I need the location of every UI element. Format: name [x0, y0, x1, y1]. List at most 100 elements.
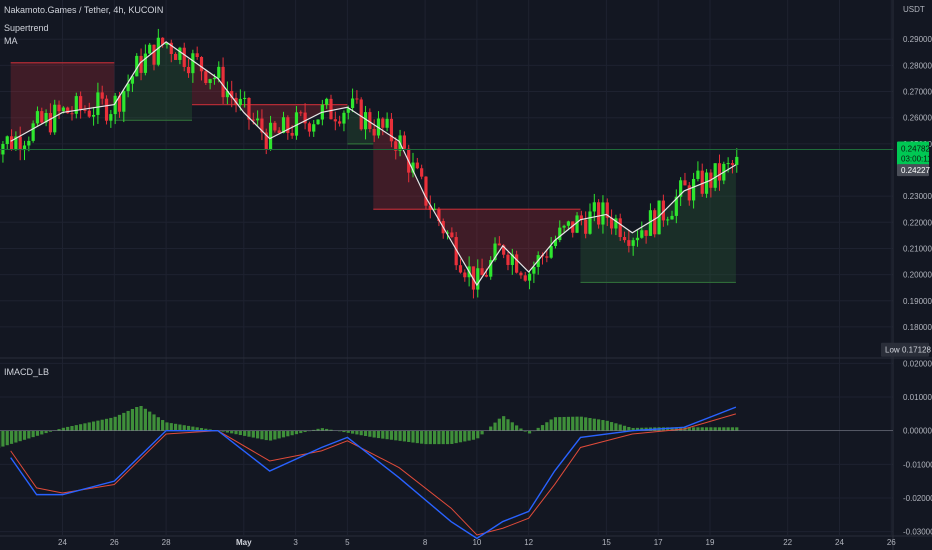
- candle-body-131: [553, 240, 558, 247]
- candle-body-121: [510, 254, 514, 265]
- macd-hist-bar-143: [605, 420, 609, 431]
- macd-hist-bar-23: [87, 422, 91, 431]
- candle-body-76: [316, 119, 320, 125]
- candle-body-146: [618, 218, 622, 238]
- candle-body-132: [558, 227, 562, 241]
- candle-body-17: [61, 107, 65, 112]
- macd-hist-bar-167: [709, 427, 713, 431]
- macd-hist-bar-47: [191, 426, 195, 431]
- candle-body-158: [670, 215, 674, 220]
- macd-hist-bar-17: [61, 427, 65, 431]
- candle-body-8: [22, 145, 27, 151]
- time-tick-label-8: 12: [524, 538, 533, 547]
- legend-ma[interactable]: MA: [4, 36, 18, 46]
- macd-hist-bar-32: [126, 410, 130, 431]
- macd-hist-bar-159: [674, 427, 678, 431]
- legend-supertrend[interactable]: Supertrend: [4, 23, 49, 33]
- macd-hist-bar-88: [368, 430, 372, 437]
- macd-hist-bar-165: [700, 427, 704, 431]
- price-tick-label-2: 0.27000: [903, 88, 932, 97]
- macd-hist-bar-66: [273, 430, 277, 440]
- price-tick-label-9: 0.19000: [903, 297, 932, 306]
- candle-body-120: [506, 254, 510, 265]
- macd-hist-bar-137: [579, 416, 583, 431]
- candle-body-10: [31, 123, 35, 141]
- price-tick-label-7: 0.21000: [903, 244, 932, 253]
- macd-hist-bar-117: [493, 422, 497, 431]
- candle-body-102: [428, 205, 432, 210]
- candle-body-86: [359, 99, 363, 130]
- candle-body-138: [584, 219, 588, 234]
- macd-hist-bar-64: [264, 430, 268, 441]
- macd-hist-bar-9: [27, 430, 31, 439]
- macd-hist-bar-85: [355, 430, 359, 435]
- macd-hist-bar-100: [420, 430, 424, 444]
- macd-hist-bar-128: [540, 425, 545, 431]
- ma-line: [10, 41, 737, 287]
- candle-body-42: [169, 42, 173, 54]
- candle-body-29: [113, 95, 117, 115]
- price-tick-label-3: 0.26000: [903, 114, 932, 123]
- macd-hist-bar-129: [545, 422, 549, 431]
- time-tick-label-6: 8: [423, 538, 428, 547]
- candle-body-12: [40, 111, 44, 123]
- candle-body-149: [631, 240, 635, 246]
- macd-hist-bar-87: [363, 430, 368, 436]
- macd-hist-bar-72: [299, 430, 303, 434]
- candle-body-83: [346, 108, 350, 113]
- macd-hist-bar-99: [415, 430, 419, 444]
- candle-body-162: [687, 185, 691, 201]
- candle-body-136: [575, 215, 579, 233]
- macd-hist-bar-81: [338, 430, 342, 432]
- candle-body-33: [130, 76, 135, 84]
- candle-body-46: [186, 66, 191, 74]
- candle-body-143: [605, 202, 609, 218]
- price-tick-label-10: 0.18000: [903, 323, 932, 332]
- macd-hist-bar-56: [230, 430, 234, 434]
- macd-hist-bar-131: [553, 417, 558, 431]
- candle-body-7: [18, 136, 22, 151]
- candle-body-43: [173, 53, 178, 60]
- macd-hist-bar-114: [480, 430, 484, 435]
- candle-body-145: [614, 218, 618, 229]
- time-tick-label-1: 26: [110, 538, 119, 547]
- candle-body-117: [493, 243, 497, 261]
- candle-body-140: [592, 202, 596, 212]
- candle-body-84: [350, 98, 355, 109]
- candle-body-151: [640, 230, 644, 238]
- candle-body-35: [139, 55, 143, 73]
- candle-body-24: [91, 114, 96, 117]
- candle-body-74: [307, 123, 312, 132]
- candle-body-26: [100, 92, 104, 99]
- time-tick-label-2: 28: [162, 538, 171, 547]
- macd-hist-bar-19: [70, 426, 74, 431]
- candle-body-109: [458, 265, 463, 273]
- candle-body-101: [424, 176, 428, 206]
- candle-body-31: [122, 91, 126, 112]
- macd-hist-bar-3: [1, 430, 5, 447]
- macd-hist-bar-45: [182, 425, 186, 431]
- candle-body-28: [109, 114, 113, 121]
- macd-hist-bar-95: [398, 430, 402, 441]
- candle-body-30: [117, 95, 122, 112]
- macd-hist-bar-149: [631, 427, 635, 431]
- candle-body-85: [355, 98, 359, 100]
- macd-hist-bar-7: [18, 430, 22, 442]
- candle-body-100: [420, 168, 424, 177]
- macd-hist-bar-110: [463, 430, 467, 442]
- candle-body-25: [96, 92, 100, 115]
- candle-body-89: [372, 128, 376, 136]
- candle-body-171: [726, 163, 730, 165]
- candle-body-124: [523, 275, 527, 281]
- legend-imacd[interactable]: IMACD_LB: [4, 367, 50, 377]
- candle-body-66: [273, 122, 277, 131]
- macd-hist-bar-138: [584, 417, 588, 431]
- candle-body-148: [627, 240, 631, 246]
- macd-hist-bar-26: [100, 419, 104, 431]
- macd-hist-bar-11: [35, 430, 40, 436]
- macd-hist-bar-130: [549, 419, 553, 431]
- macd-hist-bar-106: [445, 430, 450, 445]
- macd-hist-bar-93: [389, 430, 394, 440]
- candle-body-114: [480, 268, 484, 276]
